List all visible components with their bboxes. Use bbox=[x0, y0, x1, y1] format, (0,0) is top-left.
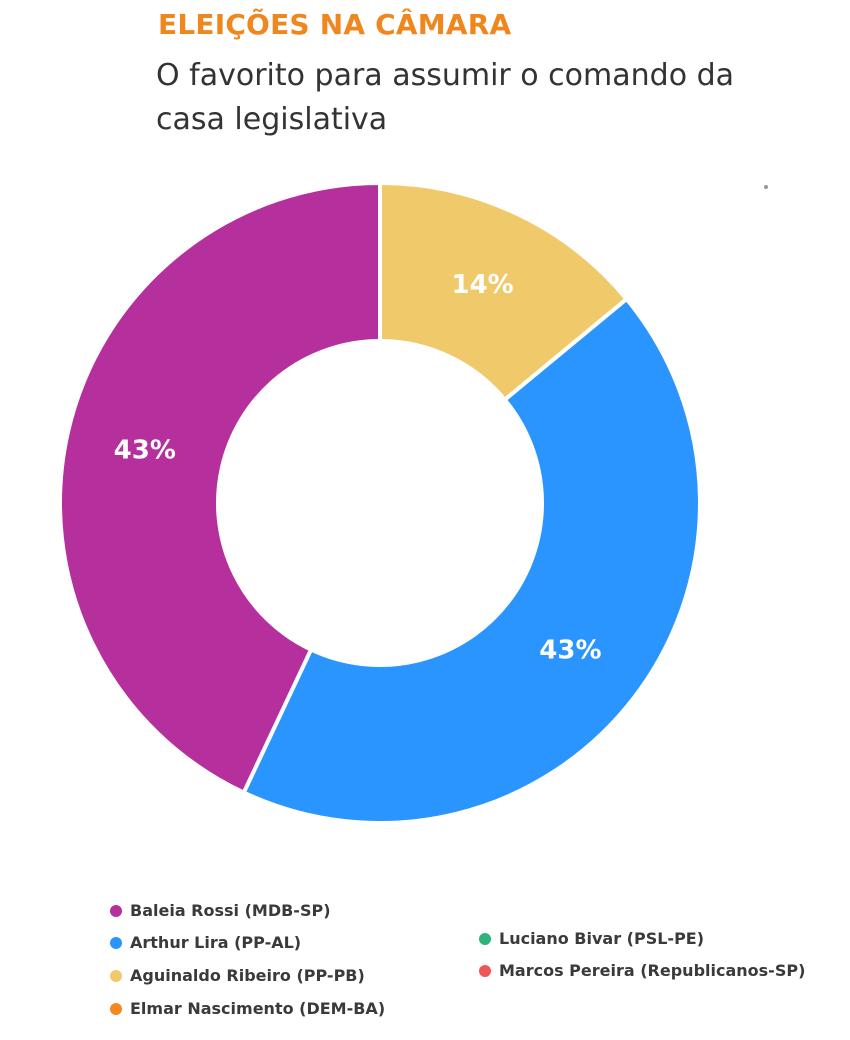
slice-label: 43% bbox=[539, 636, 601, 666]
slice-aguinaldo-ribeiro-pp-pb bbox=[378, 181, 629, 402]
slice-arthur-lira-pp-al bbox=[241, 297, 702, 825]
legend-item: Baleia Rossi (MDB-SP) bbox=[110, 901, 331, 920]
legend-item: Luciano Bivar (PSL-PE) bbox=[479, 929, 704, 948]
slice-label: 14% bbox=[451, 270, 513, 300]
legend-swatch bbox=[110, 1002, 122, 1015]
legend-label: Baleia Rossi (MDB-SP) bbox=[130, 901, 331, 920]
legend-item: Aguinaldo Ribeiro (PP-PB) bbox=[110, 966, 365, 985]
legend-label: Luciano Bivar (PSL-PE) bbox=[499, 929, 705, 948]
legend-item: Marcos Pereira (Republicanos-SP) bbox=[479, 961, 805, 980]
chart-subtitle: O favorito para assumir o comando da cas… bbox=[156, 58, 735, 137]
legend-item: Elmar Nascimento (DEM-BA) bbox=[110, 999, 385, 1018]
stray-dot bbox=[764, 185, 768, 189]
legend-label: Arthur Lira (PP-AL) bbox=[130, 933, 302, 952]
legend-swatch bbox=[110, 969, 122, 982]
legend-swatch bbox=[110, 904, 122, 917]
legend-label: Marcos Pereira (Republicanos-SP) bbox=[499, 961, 806, 980]
legend-swatch bbox=[110, 936, 122, 949]
chart-title: ELEIÇÕES NA CÂMARA bbox=[158, 8, 512, 41]
legend-swatch bbox=[479, 964, 491, 977]
donut-chart: 14% 43% 43% bbox=[58, 181, 702, 825]
legend-label: Aguinaldo Ribeiro (PP-PB) bbox=[130, 966, 365, 985]
legend-swatch bbox=[479, 932, 491, 945]
slice-label: 43% bbox=[114, 435, 176, 465]
legend-item: Arthur Lira (PP-AL) bbox=[110, 933, 301, 952]
legend-label: Elmar Nascimento (DEM-BA) bbox=[130, 999, 386, 1018]
slice-baleia-rossi-mdb-sp bbox=[58, 181, 382, 795]
